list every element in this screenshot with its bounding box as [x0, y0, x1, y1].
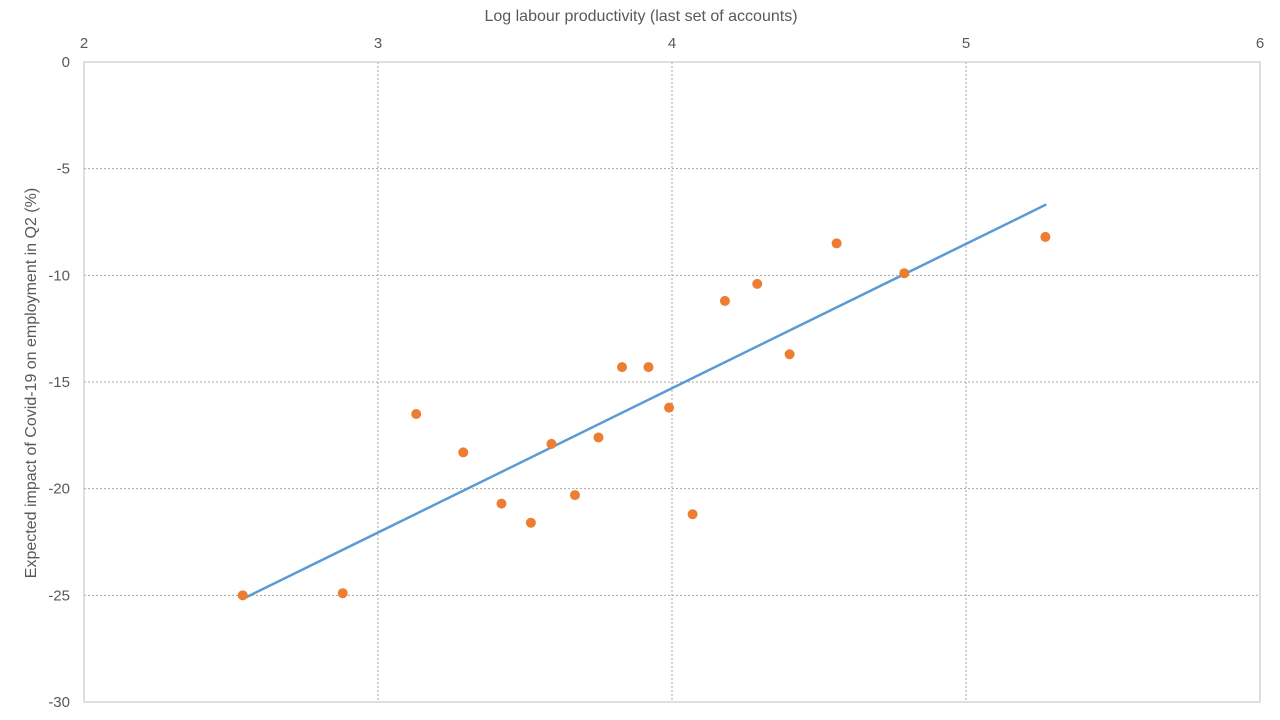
gridlines: [84, 62, 1260, 702]
x-tick-labels: 2 3 4 5 6: [80, 35, 1264, 52]
trendline: [244, 203, 1047, 599]
y-tick-label: -5: [57, 161, 70, 178]
x-tick-label: 5: [962, 35, 970, 52]
x-tick-label: 2: [80, 35, 88, 52]
data-point: [411, 409, 422, 419]
data-point: [546, 438, 557, 449]
data-point: [496, 498, 507, 509]
data-point: [784, 349, 795, 360]
trendline-layer: [244, 203, 1047, 599]
data-point: [664, 402, 675, 413]
data-point: [752, 278, 763, 289]
data-point: [569, 490, 580, 501]
x-tick-label: 4: [668, 35, 676, 52]
x-tick-label: 6: [1256, 35, 1264, 52]
y-tick-labels: 0 -5 -10 -15 -20 -25 -30: [48, 54, 70, 711]
y-tick-label: 0: [62, 54, 70, 71]
y-tick-label: -10: [48, 267, 70, 284]
data-point: [593, 432, 604, 443]
plot-border: [83, 61, 1261, 703]
data-point: [899, 268, 910, 279]
data-point: [237, 590, 248, 601]
y-tick-label: -30: [48, 694, 70, 711]
data-point: [643, 362, 654, 373]
data-point: [337, 588, 348, 599]
scatter-points: [237, 231, 1051, 601]
data-point: [458, 447, 469, 458]
y-tick-label: -25: [48, 587, 70, 604]
data-point: [687, 509, 698, 520]
y-tick-label: -20: [48, 481, 70, 498]
plot-frame: [83, 61, 1261, 703]
y-axis-title: Expected impact of Covid-19 on employmen…: [23, 188, 40, 578]
x-axis-title: Log labour productivity (last set of acc…: [484, 8, 797, 25]
x-tick-label: 3: [374, 35, 382, 52]
data-point: [719, 295, 730, 306]
data-point: [617, 362, 628, 373]
y-tick-label: -15: [48, 374, 70, 391]
data-point: [1040, 231, 1051, 242]
data-point: [525, 517, 536, 528]
data-point: [831, 238, 842, 249]
